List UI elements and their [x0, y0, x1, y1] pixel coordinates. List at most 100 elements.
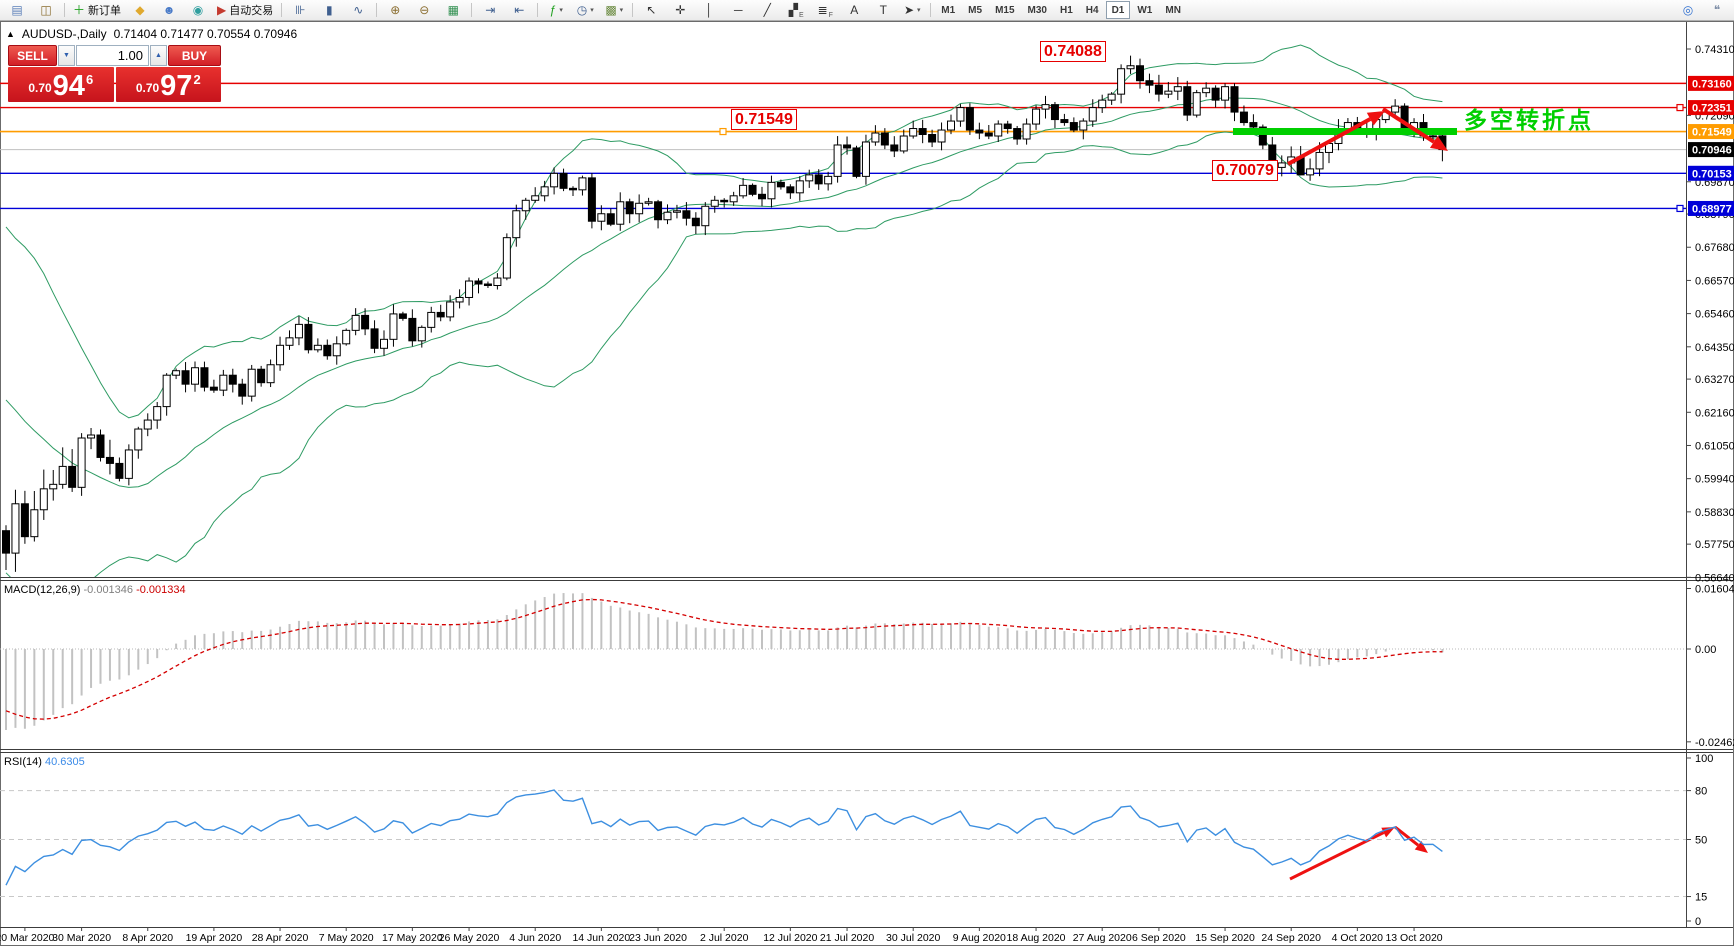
candle-body — [266, 364, 275, 384]
timeframe-h1[interactable]: H1 — [1059, 4, 1073, 16]
new-order-icon[interactable]: ＋新订单 — [69, 1, 125, 20]
periods-icon[interactable]: ◷ ▾ — [571, 1, 599, 20]
annotation-arrow-rsi-2[interactable] — [1394, 825, 1420, 847]
candle-body — [1050, 104, 1059, 121]
timeframe-m1[interactable]: M1 — [941, 4, 956, 16]
line-chart-icon[interactable]: ∿ — [344, 1, 372, 20]
candle-body — [1211, 87, 1220, 101]
price-axis-tick: 0.61050 — [1695, 440, 1734, 452]
search-icon[interactable]: ◎ — [1674, 1, 1702, 20]
indicators-icon[interactable]: ƒ ▾ — [542, 1, 570, 20]
candle-body — [776, 181, 785, 188]
annotation-price-flag[interactable]: 0.74088 — [1040, 41, 1106, 62]
annotation-green-text[interactable]: 多空转折点 — [1464, 107, 1594, 133]
chart-window: 0.743100.720900.698700.687900.676800.665… — [0, 21, 1734, 946]
candle-body — [58, 465, 67, 485]
line-selection-marker[interactable] — [1676, 204, 1684, 213]
text-icon[interactable]: A — [840, 1, 868, 20]
price-badge-text: 0.70946 — [1692, 145, 1732, 157]
candle-body — [814, 174, 823, 185]
line-selection-marker[interactable] — [719, 127, 727, 136]
channel-icon[interactable]: ▞ E — [782, 1, 810, 20]
candle-body — [49, 483, 58, 490]
shapes-icon: ➤ — [903, 3, 915, 17]
auto-scroll-icon[interactable]: ⇥ — [476, 1, 504, 20]
timeframe-h4[interactable]: H4 — [1085, 4, 1099, 16]
candle-body — [1249, 122, 1258, 128]
candle-body — [436, 311, 445, 318]
annotation-arrow-price-2[interactable] — [1381, 107, 1435, 144]
chart-shift-icon[interactable]: ⇤ — [505, 1, 533, 20]
candle-body — [68, 465, 77, 488]
timeframe-w1[interactable]: W1 — [1137, 4, 1153, 16]
candle-body — [323, 344, 332, 357]
shapes-icon[interactable]: ➤ ▾ — [898, 1, 926, 20]
trendline-icon[interactable]: ╱ — [753, 1, 781, 20]
main-toolbar: ▤ ◫ ＋新订单 ◆ ☻ ◉ ▶ 自动交易 ⊪ ▮ ∿ ⊕ ⊖ ▦ ⇥ ⇤ ƒ ▾ ◷ ▾ ▩ ▾ ↖ ✛ │ ─ ╱ ▞ E ≣ F A T ➤… — [0, 0, 1734, 21]
crosshair-icon[interactable]: ✛ — [666, 1, 694, 20]
candle-body — [578, 177, 587, 191]
candle-body — [1107, 93, 1116, 101]
data-window-icon[interactable]: ◫ — [32, 1, 60, 20]
candle-body — [465, 280, 474, 298]
timeframe-m15[interactable]: M15 — [995, 4, 1015, 16]
annotation-arrow-price-2-head — [1429, 135, 1448, 151]
candle-body — [691, 217, 700, 227]
vline-icon[interactable]: │ — [695, 1, 723, 20]
bar-chart-icon[interactable]: ⊪ — [286, 1, 314, 20]
sell-price-display[interactable]: 0.70 94 6 — [8, 67, 114, 102]
buy-button[interactable]: BUY — [168, 45, 221, 66]
candlestick-chart-icon[interactable]: ▮ — [315, 1, 343, 20]
candle-body — [654, 201, 663, 221]
annotation-price-flag[interactable]: 0.71549 — [731, 109, 797, 130]
rsi-label: RSI(14) 40.6305 — [4, 756, 85, 768]
timeframe-m5[interactable]: M5 — [968, 4, 983, 16]
styler-icon[interactable]: ◆ — [126, 1, 154, 20]
date-label: 4 Jun 2020 — [509, 932, 561, 944]
candle-body — [786, 186, 795, 194]
candle-body — [191, 367, 199, 385]
templates-icon[interactable]: ▩ ▾ — [600, 1, 628, 20]
profile-icon[interactable]: ☻ — [155, 1, 183, 20]
new-order-icon-label: 新订单 — [88, 5, 122, 17]
tile-windows-icon: ▦ — [447, 3, 459, 17]
community-icon[interactable]: ❝ — [1703, 1, 1731, 20]
tile-windows-icon[interactable]: ▦ — [439, 1, 467, 20]
label-icon[interactable]: T — [869, 1, 897, 20]
candle-body — [1306, 168, 1315, 176]
line-selection-marker[interactable] — [1676, 103, 1684, 112]
timeframe-d1[interactable]: D1 — [1105, 1, 1131, 19]
timeframe-m30[interactable]: M30 — [1027, 4, 1047, 16]
annotation-price-flag[interactable]: 0.70079 — [1212, 160, 1278, 181]
date-label: 2 Jul 2020 — [700, 932, 749, 944]
zoom-in-icon[interactable]: ⊕ — [381, 1, 409, 20]
volume-input[interactable]: 1.00 — [76, 45, 149, 66]
price-axis-tick: 0.56640 — [1695, 572, 1734, 584]
fibonacci-icon[interactable]: ≣ F — [811, 1, 839, 20]
candle-body — [1060, 119, 1069, 124]
community-icon: ❝ — [1713, 3, 1721, 17]
candle-body — [682, 210, 691, 219]
candle-body — [200, 367, 209, 388]
zoom-out-icon[interactable]: ⊖ — [410, 1, 438, 20]
volume-increase-button[interactable]: ▲ — [150, 45, 167, 66]
annotation-arrow-price-1[interactable] — [1287, 117, 1372, 166]
signal-icon[interactable]: ◉ — [184, 1, 212, 20]
volume-decrease-button[interactable]: ▼ — [58, 45, 75, 66]
sell-button[interactable]: SELL — [8, 45, 57, 66]
candle-body — [521, 199, 530, 212]
candle-body — [1032, 108, 1041, 125]
auto-trading-icon[interactable]: ▶ 自动交易 — [213, 1, 277, 20]
cursor-icon[interactable]: ↖ — [637, 1, 665, 20]
macd-main-value: -0.001346 — [83, 584, 134, 596]
candle-body — [2, 530, 10, 554]
candle-body — [20, 503, 29, 538]
timeframe-mn[interactable]: MN — [1165, 4, 1181, 16]
hline-icon[interactable]: ─ — [724, 1, 752, 20]
rsi-axis-tick: 50 — [1695, 835, 1707, 847]
buy-price-display[interactable]: 0.70 97 2 — [115, 67, 221, 102]
tick-direction-icon: ▲ — [6, 29, 15, 39]
date-label: 30 Mar 2020 — [52, 932, 111, 944]
terminal-panel-icon[interactable]: ▤ — [3, 1, 31, 20]
candle-body — [238, 383, 247, 397]
